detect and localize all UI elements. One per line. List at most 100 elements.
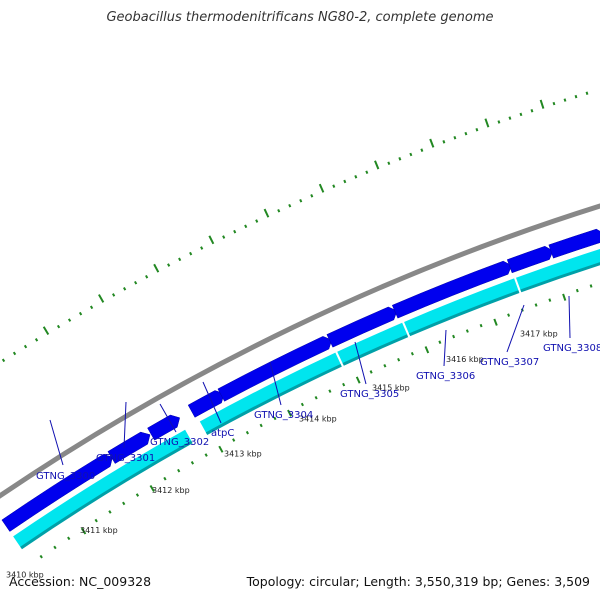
gene-label: GTNG_3304	[254, 410, 313, 421]
inner-tick	[149, 484, 155, 493]
cds-band	[199, 352, 342, 434]
inner-tick	[135, 493, 140, 497]
inner-tick	[218, 445, 224, 453]
inner-tick	[67, 536, 71, 541]
genome-summary-text: Topology: circular; Length: 3,550,319 bp…	[246, 574, 590, 589]
inner-tick	[80, 527, 87, 535]
inner-tick	[507, 313, 511, 317]
inner-tick	[452, 334, 456, 339]
outer-tick	[233, 229, 237, 234]
outer-tick	[153, 263, 160, 273]
outer-tick	[12, 351, 17, 356]
accession-text: Accession: NC_009328	[9, 574, 152, 589]
gene-leader-line	[443, 329, 447, 367]
gene-leader-line	[159, 403, 177, 433]
inner-tick	[300, 402, 304, 407]
position-label: 3414 kbp	[299, 415, 337, 424]
gene-arrow	[107, 431, 151, 464]
backbone-line	[0, 203, 600, 499]
outer-tick	[475, 127, 479, 132]
gene-arrow	[548, 228, 600, 259]
outer-tick	[277, 208, 281, 213]
outer-tick	[200, 246, 204, 250]
gene-arrow	[326, 306, 398, 348]
gene-leader-line	[123, 401, 127, 449]
outer-tick	[222, 235, 226, 239]
outer-tick	[374, 160, 380, 170]
inner-tick	[562, 293, 567, 301]
outer-tick	[429, 138, 435, 148]
outer-tick	[530, 109, 534, 113]
outer-tick	[56, 324, 61, 329]
outer-tick	[263, 208, 270, 218]
inner-tick	[245, 430, 250, 435]
outer-tick	[365, 170, 369, 174]
inner-tick	[465, 329, 469, 333]
map-title: Geobacillus thermodenitrificans NG80-2, …	[106, 10, 494, 25]
outer-tick	[453, 135, 457, 140]
inner-tick	[383, 364, 387, 368]
inner-tick	[163, 476, 167, 481]
position-label: 3416 kbp	[446, 355, 484, 364]
gene-leader-line	[506, 304, 525, 353]
outer-tick	[255, 219, 259, 223]
outer-tick	[67, 318, 72, 322]
inner-tick	[493, 318, 498, 326]
outer-tick	[34, 338, 39, 342]
position-label: 3411 kbp	[80, 526, 118, 535]
outer-tick	[78, 311, 83, 316]
gene-leader-line	[354, 341, 367, 385]
cds-band	[516, 248, 600, 291]
outer-tick	[318, 183, 325, 193]
outer-tick	[464, 131, 468, 136]
outer-tick	[123, 286, 127, 291]
gene-arrow	[391, 260, 512, 319]
gene-label: GTNG_3301	[96, 453, 155, 464]
cds-band-edge	[520, 262, 600, 293]
outer-tick	[1, 358, 6, 363]
position-label: 3415 kbp	[372, 384, 410, 393]
inner-tick	[342, 382, 346, 387]
outer-tick	[354, 175, 358, 179]
outer-tick	[442, 140, 446, 144]
inner-tick	[204, 453, 208, 457]
cds-band-edge	[409, 290, 520, 337]
outer-tick	[299, 198, 303, 203]
inner-tick	[397, 357, 401, 362]
outer-tick	[89, 305, 94, 310]
gene-arrow	[1, 454, 113, 532]
inner-tick	[328, 389, 332, 393]
inner-tick	[534, 303, 538, 307]
cds-band	[404, 278, 519, 335]
gene-leader-line	[568, 295, 571, 339]
outer-tick	[585, 91, 589, 95]
inner-tick	[410, 351, 414, 356]
gene-label: GTNG_3302	[150, 437, 209, 448]
outer-tick	[145, 274, 149, 279]
outer-tick	[98, 294, 105, 303]
gene-leader-line	[49, 419, 64, 466]
position-label: 3417 kbp	[520, 329, 558, 338]
outer-tick	[497, 120, 501, 124]
cds-band-edge	[20, 440, 193, 550]
outer-tick	[244, 224, 248, 229]
outer-tick	[574, 94, 578, 99]
outer-tick	[42, 326, 50, 336]
inner-tick	[53, 545, 57, 550]
outer-tick	[178, 257, 182, 262]
outer-tick	[288, 203, 292, 208]
cds-band-edge	[342, 334, 409, 366]
outer-tick	[484, 118, 490, 128]
gene-label: GTNG_3305	[340, 389, 399, 400]
outer-tick	[208, 235, 215, 245]
outer-tick	[112, 293, 116, 297]
inner-tick	[287, 409, 293, 417]
inner-tick	[438, 340, 442, 344]
outer-tick	[409, 152, 413, 157]
outer-tick	[519, 112, 523, 117]
outer-tick	[398, 157, 402, 161]
inner-tick	[424, 346, 430, 354]
gene-arrow	[217, 336, 333, 402]
position-label: 3412 kbp	[152, 486, 190, 495]
inner-tick	[589, 284, 593, 288]
